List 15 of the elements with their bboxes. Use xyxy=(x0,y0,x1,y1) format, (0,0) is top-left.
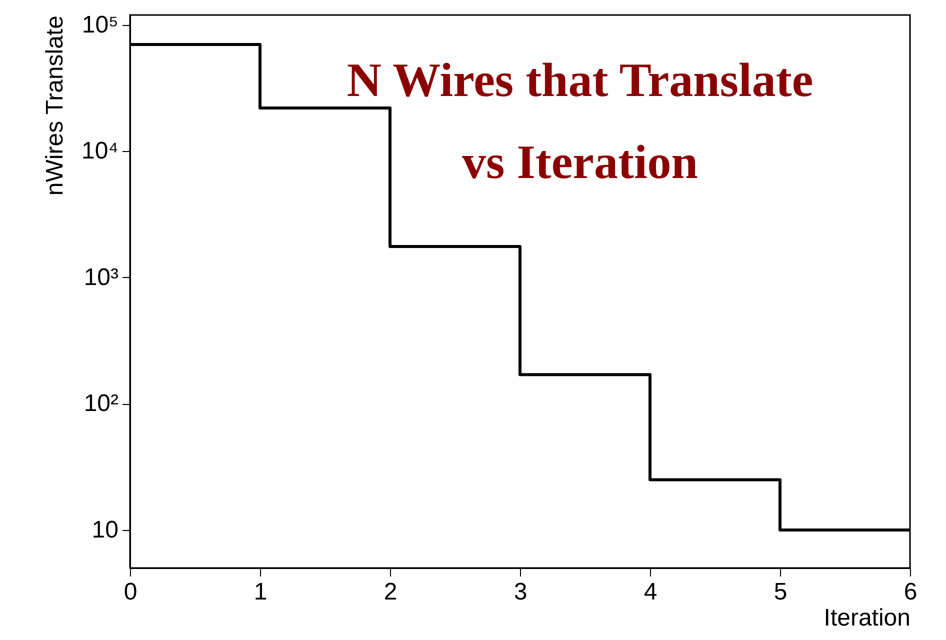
x-tick-label: 3 xyxy=(514,578,528,606)
y-tick-label: 10³ xyxy=(84,264,119,291)
x-tick-label: 6 xyxy=(904,578,918,606)
text: N Wires that Translate vs Iteration xyxy=(346,54,814,189)
x-tick-label: 0 xyxy=(124,578,138,606)
x-tick-label: 4 xyxy=(644,578,658,606)
y-tick-label: 10⁴ xyxy=(81,138,118,165)
y-tick-label: 10 xyxy=(92,516,118,544)
x-tick-label: 2 xyxy=(384,578,398,606)
y-tick-label: 10⁵ xyxy=(82,11,118,38)
y-tick-label: 10² xyxy=(84,390,119,418)
y-axis-title: nWires Translate xyxy=(41,16,68,196)
x-tick-label: 5 xyxy=(774,578,788,606)
x-axis-title: Iteration xyxy=(824,604,910,632)
x-tick-label: 1 xyxy=(254,578,268,606)
